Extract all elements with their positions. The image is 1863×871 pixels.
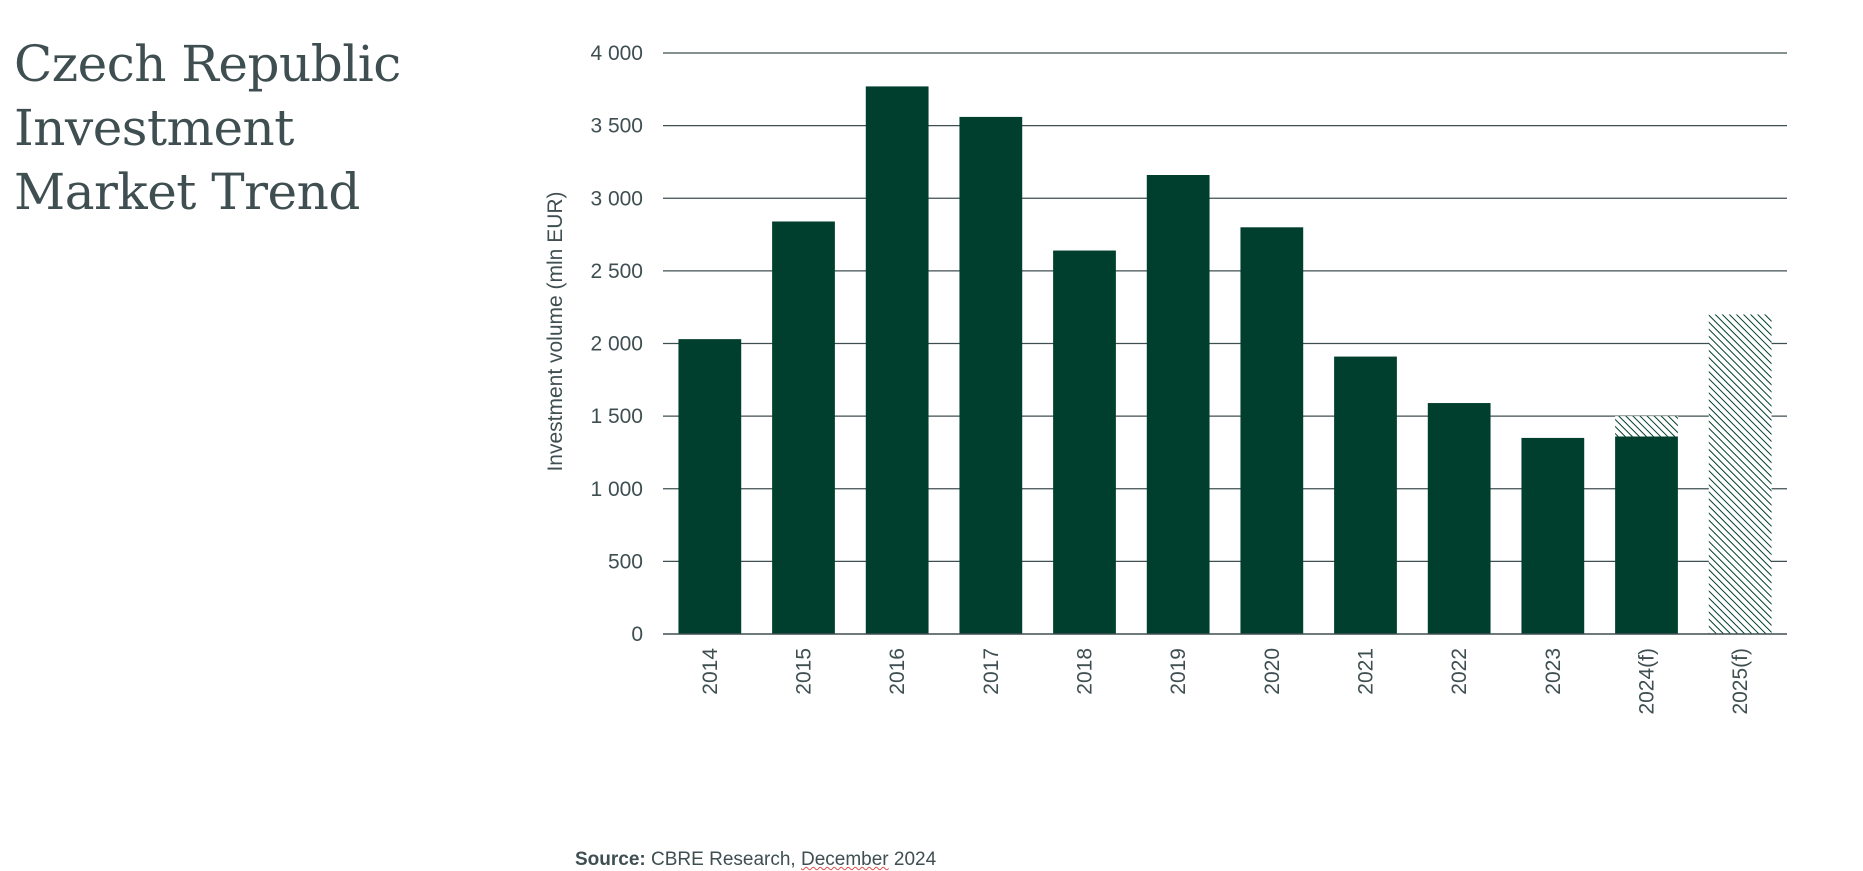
bar-2021: [1334, 356, 1397, 634]
x-tick-label: 2025(f): [1729, 648, 1752, 715]
bar-forecast-2024(f): [1615, 416, 1678, 437]
source-label: Source:: [575, 849, 646, 870]
gridlines: [663, 52, 1787, 563]
y-tick-label: 2 000: [590, 333, 643, 356]
source-date-month: December: [800, 849, 889, 870]
bar-2015: [772, 221, 835, 635]
y-tick-label: 3 500: [590, 115, 643, 138]
x-tick-label: 2019: [1167, 648, 1190, 695]
source-note: Source: CBRE Research, December 2024: [575, 849, 936, 871]
x-tick-label: 2016: [886, 648, 909, 695]
bar-2018: [1053, 250, 1116, 635]
x-tick-label: 2021: [1355, 648, 1378, 695]
source-date-year: 2024: [888, 849, 937, 870]
y-tick-label: 1 000: [590, 478, 643, 501]
y-axis-label: Investment volume (mln EUR): [544, 191, 567, 471]
x-tick-label: 2024(f): [1636, 648, 1659, 715]
y-tick-label: 3 000: [590, 187, 643, 210]
y-tick-label: 2 500: [590, 260, 643, 283]
bar-2022: [1427, 403, 1491, 634]
bar-2024(f): [1615, 436, 1678, 634]
x-axis-tick-labels: 2014 2015 2016 2017 2018 2019 2020 2021 2022 2023…: [699, 648, 1752, 715]
y-tick-label: 0: [631, 623, 643, 646]
x-tick-label: 2014: [699, 648, 722, 695]
title-line-1: Czech Republic: [14, 35, 401, 93]
bars: [678, 86, 1772, 635]
source-text: CBRE Research,: [645, 849, 801, 870]
title-line-3: Market Trend: [14, 163, 360, 221]
x-tick-label: 2015: [793, 648, 816, 695]
bar-2016: [865, 86, 929, 635]
y-tick-label: 500: [608, 550, 643, 573]
bar-2014: [678, 339, 742, 634]
bar-2020: [1240, 227, 1304, 635]
x-tick-label: 2017: [980, 648, 1003, 695]
bar-2017: [959, 116, 1023, 634]
bar-2019: [1146, 175, 1210, 634]
x-tick-label: 2020: [1261, 648, 1284, 695]
y-tick-label: 1 500: [590, 405, 643, 428]
page-title: Czech Republic Investment Market Trend: [14, 32, 401, 224]
y-tick-label: 4 000: [590, 42, 643, 65]
bar-2023: [1521, 437, 1585, 634]
x-tick-label: 2018: [1074, 648, 1097, 695]
title-line-2: Investment: [14, 99, 294, 157]
bar-forecast-2025(f): [1708, 314, 1772, 634]
x-tick-label: 2022: [1448, 648, 1471, 695]
y-axis-tick-labels: 0 500 1 000 1 500 2 000 2 500 3 000 3 500 4 000: [590, 42, 643, 646]
x-tick-label: 2023: [1542, 648, 1565, 695]
